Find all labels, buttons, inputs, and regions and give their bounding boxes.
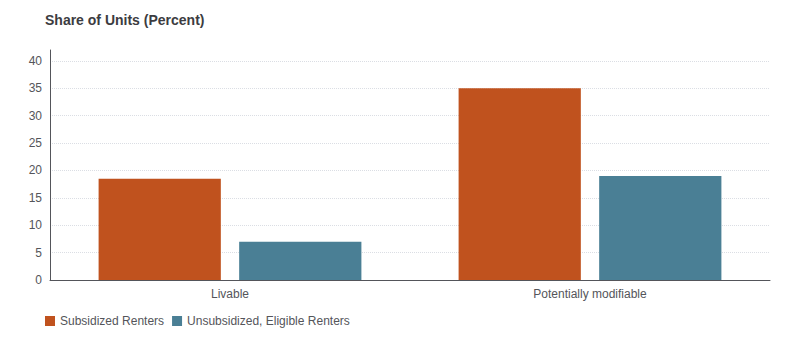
svg-text:0: 0 [35,273,42,287]
svg-text:Share of Units (Percent): Share of Units (Percent) [45,12,204,28]
svg-text:5: 5 [35,246,42,260]
svg-text:10: 10 [29,218,43,232]
svg-text:Potentially modifiable: Potentially modifiable [533,287,647,301]
svg-text:Livable: Livable [211,287,249,301]
svg-text:40: 40 [29,54,43,68]
svg-text:Subsidized Renters: Subsidized Renters [60,314,164,328]
svg-text:20: 20 [29,163,43,177]
svg-text:15: 15 [29,191,43,205]
svg-text:Unsubsidized, Eligible Renters: Unsubsidized, Eligible Renters [187,314,350,328]
svg-text:25: 25 [29,136,43,150]
svg-text:30: 30 [29,109,43,123]
svg-text:35: 35 [29,81,43,95]
